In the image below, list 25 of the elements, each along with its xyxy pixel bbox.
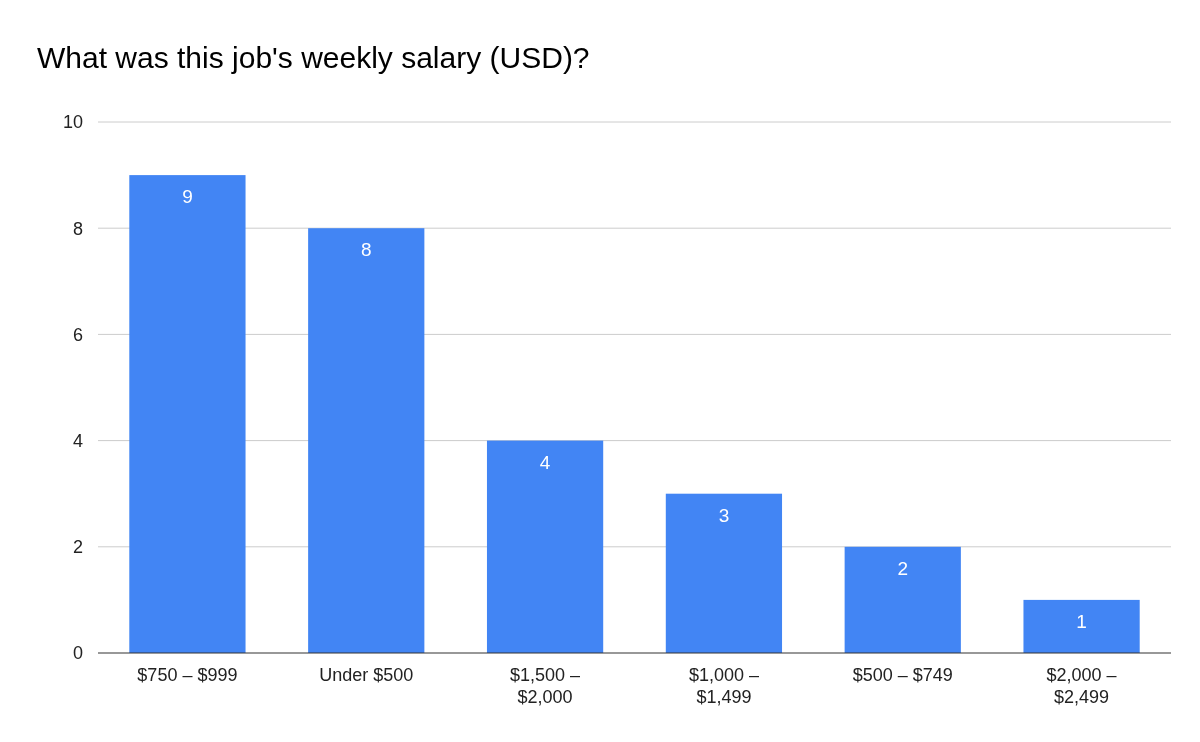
bar [844,546,961,653]
data-label: 8 [360,239,372,261]
bar [486,440,604,653]
y-tick-label: 2 [72,537,83,558]
data-label: 1 [1076,610,1087,632]
data-label: 2 [897,557,909,579]
data-label: 3 [718,504,730,526]
x-tick-label: $750 – $999 [137,665,238,685]
x-tick-label: $1,000 – $1,499 [688,665,759,707]
x-tick-label: $1,500 – $2,000 [510,665,581,707]
bar [129,175,246,653]
x-tick-label: $500 – $749 [852,665,953,685]
y-tick-label: 4 [72,430,83,451]
data-label: 4 [539,451,551,473]
bar [308,228,425,653]
x-tick-label: $2,000 – $2,499 [1046,665,1117,707]
x-tick-label: Under $500 [319,665,414,685]
y-tick-label: 0 [72,643,83,664]
y-tick-label: 10 [62,112,83,133]
y-tick-label: 8 [72,218,83,239]
bar [665,493,783,653]
y-tick-label: 6 [72,324,83,345]
bar [1023,599,1140,653]
chart-title: What was this job's weekly salary (USD)? [37,41,590,74]
data-label: 9 [182,186,193,208]
